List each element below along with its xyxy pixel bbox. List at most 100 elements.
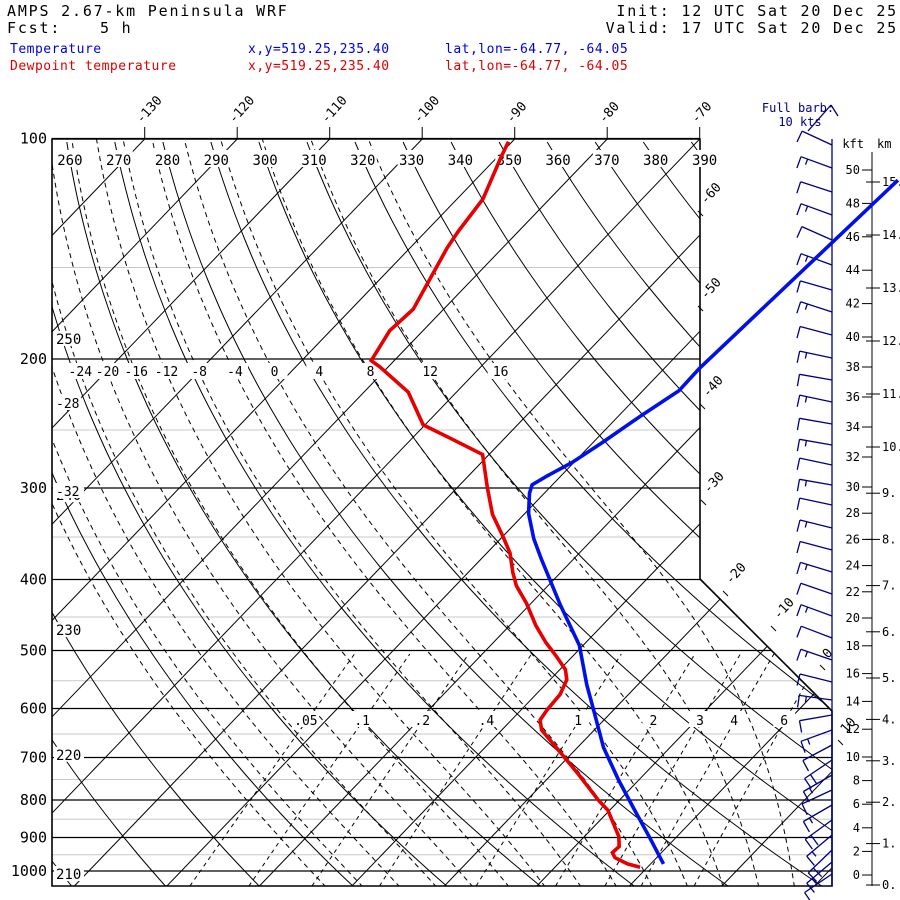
label-gap: [773, 711, 796, 727]
km-tick-label: 1.: [882, 837, 896, 851]
temperature-xy: x,y=519.25,235.40: [248, 42, 390, 57]
wind-barb: [796, 301, 833, 314]
isotherm-tick: [819, 664, 826, 671]
wind-barb: [798, 714, 833, 733]
theta-left-label: 220: [56, 748, 81, 764]
wind-barb: [796, 181, 833, 194]
theta-left-label: 230: [56, 623, 81, 639]
wind-barb: [796, 373, 833, 387]
label-gap: [54, 330, 84, 346]
isotherm-line: [166, 139, 832, 886]
label-gap: [567, 711, 590, 727]
label-gap: [67, 363, 94, 379]
moist-adiabat-line: [151, 139, 618, 886]
wind-barb: [807, 849, 833, 882]
label-gap: [55, 150, 84, 167]
theta-top-label: 290: [204, 153, 229, 169]
wind-barb: [802, 804, 833, 833]
kft-tick-label: 20: [846, 611, 860, 625]
label-gap: [351, 711, 374, 727]
theta-top-label: 340: [448, 153, 473, 169]
kft-tick-label: 24: [846, 559, 860, 573]
mixing-ratio-line: [379, 653, 532, 886]
km-tick-label: 15.: [882, 175, 900, 189]
pressure-tick-label: 500: [20, 642, 47, 660]
kft-tick-label: 50: [846, 163, 860, 177]
isotherm-line: [536, 139, 832, 886]
theta-top-label: 390: [692, 153, 717, 169]
label-gap: [202, 150, 231, 167]
label-gap: [690, 150, 719, 167]
isotherm-top-label: -90: [504, 99, 531, 126]
fcst-value: 5 h: [100, 19, 133, 37]
label-gap: [261, 363, 288, 379]
wind-barb: [796, 438, 833, 452]
kft-tick-label: 14: [846, 694, 860, 708]
km-tick-label: 14.: [882, 228, 900, 242]
theta-top-label: 260: [57, 153, 82, 169]
km-tick-label: 11.: [882, 387, 900, 401]
init-time: Init: 12 UTC Sat 20 Dec 25: [616, 2, 898, 20]
moist-adiabat-label: -8: [191, 365, 207, 380]
pressure-tick-label: 1000: [11, 862, 47, 880]
kft-tick-label: 18: [846, 639, 860, 653]
kft-tick-label: 12: [846, 722, 860, 736]
mixing-ratio-line: [604, 653, 741, 886]
fcst-label: Fcst:: [7, 19, 62, 37]
moist-adiabat-label: -12: [155, 365, 178, 380]
label-gap: [446, 150, 475, 167]
wind-barb: [796, 417, 833, 431]
kft-tick-label: 8: [853, 774, 860, 788]
moist-adiabat-label: -16: [124, 365, 147, 380]
pressure-tick-label: 400: [20, 571, 47, 589]
wind-barb: [804, 819, 833, 850]
label-gap: [411, 711, 434, 727]
wind-barb: [802, 744, 833, 772]
mixing-ratio-label: .4: [479, 714, 495, 729]
wind-barb: [796, 226, 833, 241]
label-gap: [642, 711, 665, 727]
isotherm-right-label: -20: [723, 560, 750, 587]
wind-barb: [796, 625, 833, 639]
label-gap: [153, 150, 182, 167]
moist-adiabat-label: 12: [422, 365, 438, 380]
label-gap: [54, 622, 84, 638]
label-gap: [53, 395, 81, 410]
mixing-ratio-line: [555, 653, 696, 886]
dry-adiabat-line: [546, 141, 832, 886]
moist-adiabat-line: [52, 139, 437, 886]
km-tick-label: 4.: [882, 712, 896, 726]
dewpoint-curve: [368, 140, 641, 869]
moist-adiabat-left-label: -28: [56, 397, 79, 412]
wind-barb: [796, 561, 833, 575]
wind-barb: [796, 497, 833, 510]
pressure-tick-label: 900: [20, 829, 47, 847]
wind-barb: [796, 203, 833, 216]
isotherm-tick: [697, 210, 704, 217]
moist-adiabat-label: 16: [493, 365, 509, 380]
dry-adiabat-line: [402, 141, 832, 886]
kft-tick-label: 34: [846, 420, 860, 434]
theta-top-label: 320: [350, 153, 375, 169]
theta-top-label: 310: [301, 153, 326, 169]
isotherm-right-label: -10: [771, 595, 798, 622]
wind-barb: [796, 325, 833, 339]
label-gap: [54, 866, 84, 881]
mixing-ratio-line: [248, 653, 411, 886]
label-gap: [104, 150, 133, 167]
dry-adiabat-line: [52, 141, 72, 886]
full-barb-legend-line1: Full barb:: [762, 101, 834, 115]
pressure-tick-label: 800: [20, 791, 47, 809]
dry-adiabat-line: [52, 142, 166, 886]
valid-time: Valid: 17 UTC Sat 20 Dec 25: [605, 19, 898, 37]
wind-barb: [802, 774, 833, 803]
theta-left-label: 210: [56, 867, 81, 883]
moist-adiabat-line: [52, 139, 327, 886]
moist-adiabat-line: [183, 139, 653, 886]
kft-tick-label: 2: [853, 844, 860, 858]
wind-barb: [796, 540, 833, 554]
moist-adiabat-line: [261, 139, 724, 886]
wind-barb: [806, 834, 833, 866]
dry-adiabat-line: [210, 141, 822, 886]
km-tick-label: 5.: [882, 671, 896, 685]
